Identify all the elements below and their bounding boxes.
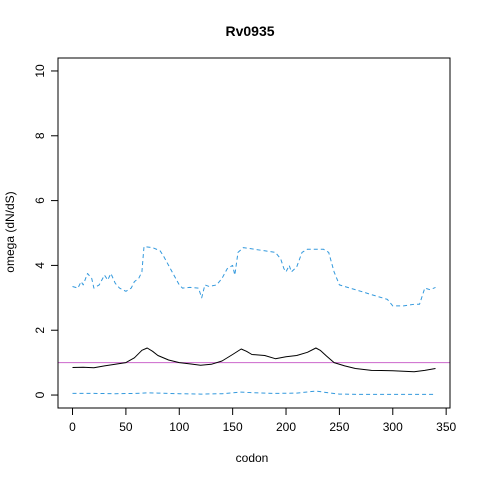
x-tick-label: 100: [169, 420, 189, 434]
series-layer: [72, 246, 436, 395]
x-tick-label: 0: [69, 420, 76, 434]
x-tick-label: 150: [223, 420, 243, 434]
y-tick-label: 6: [33, 197, 47, 204]
lower-bound-line: [72, 390, 436, 395]
y-tick-label: 4: [33, 262, 47, 269]
x-tick-label: 50: [119, 420, 133, 434]
chart-title: Rv0935: [225, 23, 274, 39]
y-tick-label: 2: [33, 327, 47, 334]
x-tick-label: 300: [383, 420, 403, 434]
upper-bound-line: [72, 246, 436, 307]
x-tick-label: 250: [329, 420, 349, 434]
x-tick-label: 350: [436, 420, 456, 434]
plot-frame: [57, 57, 451, 409]
y-axis-label: omega (dN/dS): [3, 191, 17, 272]
x-tick-label: 200: [276, 420, 296, 434]
omega-estimate-line: [72, 347, 436, 373]
y-tick-label: 0: [33, 391, 47, 398]
y-tick-label: 8: [33, 132, 47, 139]
y-tick-label: 10: [33, 64, 47, 78]
x-axis-label: codon: [236, 451, 269, 465]
